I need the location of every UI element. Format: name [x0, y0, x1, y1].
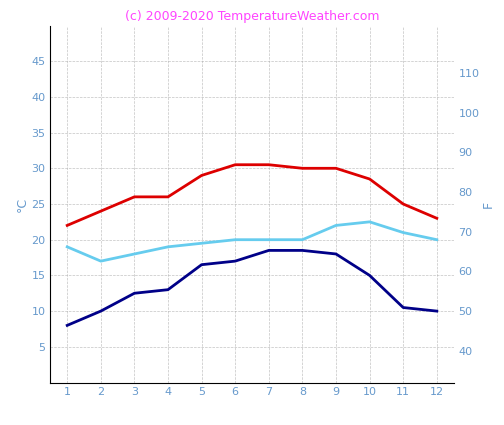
- Title: (c) 2009-2020 TemperatureWeather.com: (c) 2009-2020 TemperatureWeather.com: [125, 10, 379, 23]
- Y-axis label: °C: °C: [16, 196, 29, 212]
- Y-axis label: F: F: [482, 201, 495, 207]
